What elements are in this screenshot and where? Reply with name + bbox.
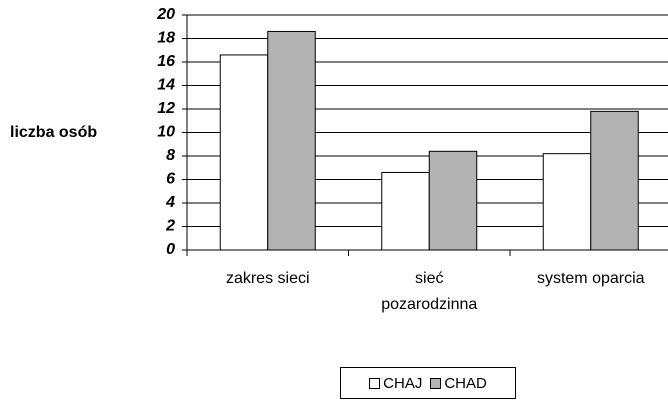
bar — [267, 30, 316, 251]
y-axis-label: liczba osób — [10, 124, 97, 141]
x-tick-label: zakres sieci — [225, 270, 310, 287]
legend: CHAJ CHAD — [340, 367, 516, 399]
bar — [590, 110, 639, 251]
y-tick-label: 2 — [165, 218, 175, 235]
legend-swatch — [369, 377, 381, 389]
y-tick-label: 16 — [157, 53, 175, 70]
bar — [219, 54, 269, 251]
y-tick-label: 4 — [165, 194, 175, 211]
legend-label: CHAD — [444, 374, 487, 392]
legend-label: CHAJ — [383, 374, 423, 392]
x-tick-label: system oparcia — [536, 270, 645, 287]
legend-item: CHAD — [430, 375, 487, 392]
y-tick-label: 18 — [157, 30, 175, 47]
y-tick-label: 10 — [157, 124, 175, 141]
legend-item: CHAJ — [369, 375, 422, 392]
y-tick-label: 6 — [166, 171, 175, 188]
y-tick-label: 14 — [157, 77, 175, 94]
y-tick-label: 8 — [166, 147, 175, 164]
x-tick-label: sieć pozarodzinna — [381, 270, 478, 313]
bar — [428, 150, 478, 251]
y-tick-label: 0 — [166, 241, 175, 258]
legend-swatch — [430, 377, 442, 389]
bar — [542, 153, 592, 251]
y-tick-label: 12 — [157, 100, 175, 117]
bar — [381, 171, 430, 251]
y-tick-label: 20 — [156, 6, 175, 23]
